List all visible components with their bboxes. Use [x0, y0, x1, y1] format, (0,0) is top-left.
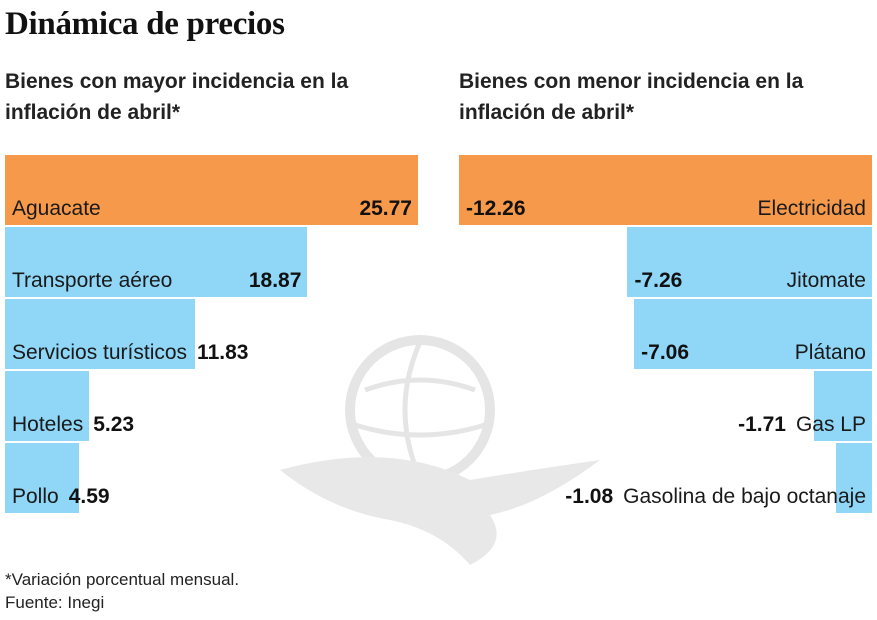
bar-label-row: Hoteles 5.23 [5, 371, 140, 441]
value-label: -1.71 [738, 413, 786, 436]
bar [627, 227, 872, 297]
bar [5, 371, 89, 441]
bar-label-row: Transporte aéreo 18.87 [5, 227, 307, 297]
category-label: Electricidad [757, 197, 866, 220]
value-label: 18.87 [248, 269, 302, 292]
right-bar-chart: -12.26 Electricidad -7.26 Jitomate -7.06 Plát… [459, 155, 872, 515]
value-label: -1.08 [565, 485, 614, 508]
bar-label-row: Aguacate 25.77 [5, 155, 418, 225]
category-label: Pollo [12, 485, 59, 508]
left-bar-chart: Aguacate 25.77 Transporte aéreo 18.87 Servic… [5, 155, 418, 515]
bar [814, 371, 872, 441]
value-label: 25.77 [359, 197, 412, 220]
watermark-eagle-logo [280, 335, 600, 565]
source: Fuente: Inegi [5, 593, 105, 612]
value-label: -7.26 [634, 269, 683, 292]
bar-label-row: -12.26 Electricidad [459, 155, 872, 225]
value-label: -7.06 [641, 341, 690, 364]
bar-label-row: -1.71 Gas LP [731, 371, 872, 441]
footnote-block: *Variación porcentual mensual. Fuente: I… [5, 568, 239, 614]
bar-label-row: -7.26 Jitomate [627, 227, 872, 297]
category-label: Aguacate [12, 197, 101, 220]
category-label: Hoteles [12, 413, 84, 436]
value-label: 5.23 [93, 413, 135, 436]
category-label: Transporte aéreo [12, 269, 173, 292]
bar [634, 299, 872, 369]
bar [5, 443, 79, 513]
value-label: -12.26 [466, 197, 526, 220]
bar-label-row: Servicios turísticos 11.83 [5, 299, 254, 369]
value-label: 11.83 [197, 341, 249, 364]
bar [5, 227, 308, 297]
page-title: Dinámica de precios [5, 6, 285, 42]
value-label: 4.59 [68, 485, 110, 508]
bar [5, 299, 195, 369]
bar-label-row: -1.08 Gasolina de bajo octanaje [558, 443, 872, 513]
left-chart-title: Bienes con mayor incidencia en la inflac… [5, 70, 349, 124]
category-label: Plátano [794, 341, 866, 364]
category-label: Servicios turísticos [12, 341, 188, 364]
bar [5, 155, 418, 225]
bar [459, 155, 872, 225]
category-label: Gasolina de bajo octanaje [623, 485, 866, 508]
bar-label-row: -7.06 Plátano [634, 299, 872, 369]
bar-label-row: Pollo 4.59 [5, 443, 116, 513]
category-label: Gas LP [795, 413, 866, 436]
bar [835, 443, 872, 513]
footnote: *Variación porcentual mensual. [5, 570, 240, 589]
category-label: Jitomate [786, 269, 866, 292]
right-chart-title: Bienes con menor incidencia en la inflac… [459, 70, 804, 124]
